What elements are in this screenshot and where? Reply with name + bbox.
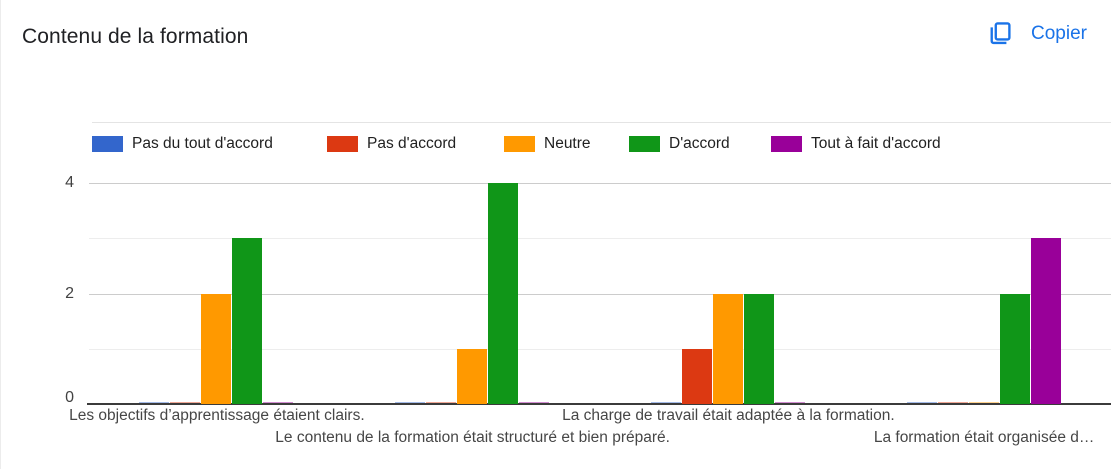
bar bbox=[488, 183, 519, 404]
y-axis-tick: 0 bbox=[65, 389, 74, 406]
gridline bbox=[89, 293, 1111, 295]
legend-label: Neutre bbox=[544, 134, 591, 152]
bar bbox=[201, 293, 232, 404]
legend-label: Pas du tout d'accord bbox=[132, 134, 273, 152]
x-axis-label: Les objectifs d’apprentissage étaient cl… bbox=[69, 407, 365, 424]
legend-label: D'accord bbox=[669, 134, 730, 152]
bar bbox=[906, 402, 937, 403]
bar bbox=[968, 402, 999, 403]
copy-icon bbox=[987, 20, 1014, 47]
bar bbox=[519, 402, 550, 403]
bar bbox=[395, 402, 426, 403]
bar bbox=[681, 348, 712, 404]
bar bbox=[937, 402, 968, 403]
page-title: Contenu de la formation bbox=[22, 25, 249, 48]
bar bbox=[232, 238, 263, 404]
bar bbox=[170, 402, 201, 403]
legend-swatch bbox=[629, 135, 660, 152]
bar bbox=[426, 402, 457, 403]
bar bbox=[743, 293, 774, 404]
legend-swatch bbox=[504, 135, 535, 152]
legend-item: Pas du tout d'accord bbox=[92, 132, 273, 155]
legend-swatch bbox=[771, 135, 802, 152]
bar bbox=[457, 348, 488, 404]
legend-label: Tout à fait d'accord bbox=[811, 134, 941, 152]
gridline bbox=[89, 238, 1111, 240]
bar bbox=[139, 402, 170, 403]
bar bbox=[999, 293, 1030, 404]
bar bbox=[774, 402, 805, 403]
x-axis-label: Le contenu de la formation était structu… bbox=[275, 429, 670, 446]
gridline bbox=[89, 348, 1111, 350]
bar bbox=[1030, 238, 1061, 404]
legend-item: Pas d'accord bbox=[327, 132, 456, 155]
bar bbox=[650, 402, 681, 403]
y-axis-tick: 4 bbox=[65, 174, 74, 191]
legend-swatch bbox=[327, 135, 358, 152]
bar bbox=[263, 402, 294, 403]
bar bbox=[712, 293, 743, 404]
legend-swatch bbox=[92, 135, 123, 152]
x-axis-label: La formation était organisée d… bbox=[873, 429, 1095, 446]
y-axis-tick: 2 bbox=[65, 284, 74, 302]
legend-item: Neutre bbox=[504, 132, 591, 155]
gridline bbox=[89, 183, 1111, 184]
copy-button[interactable]: Copier bbox=[983, 16, 1091, 51]
legend-item: D'accord bbox=[629, 132, 730, 155]
legend-label: Pas d'accord bbox=[367, 134, 457, 152]
x-axis-label: La charge de travail était adaptée à la … bbox=[562, 407, 895, 424]
legend-divider bbox=[92, 122, 1111, 123]
copy-button-label: Copier bbox=[1031, 22, 1087, 44]
x-axis-line bbox=[87, 403, 1111, 405]
legend-item: Tout à fait d'accord bbox=[771, 132, 941, 155]
